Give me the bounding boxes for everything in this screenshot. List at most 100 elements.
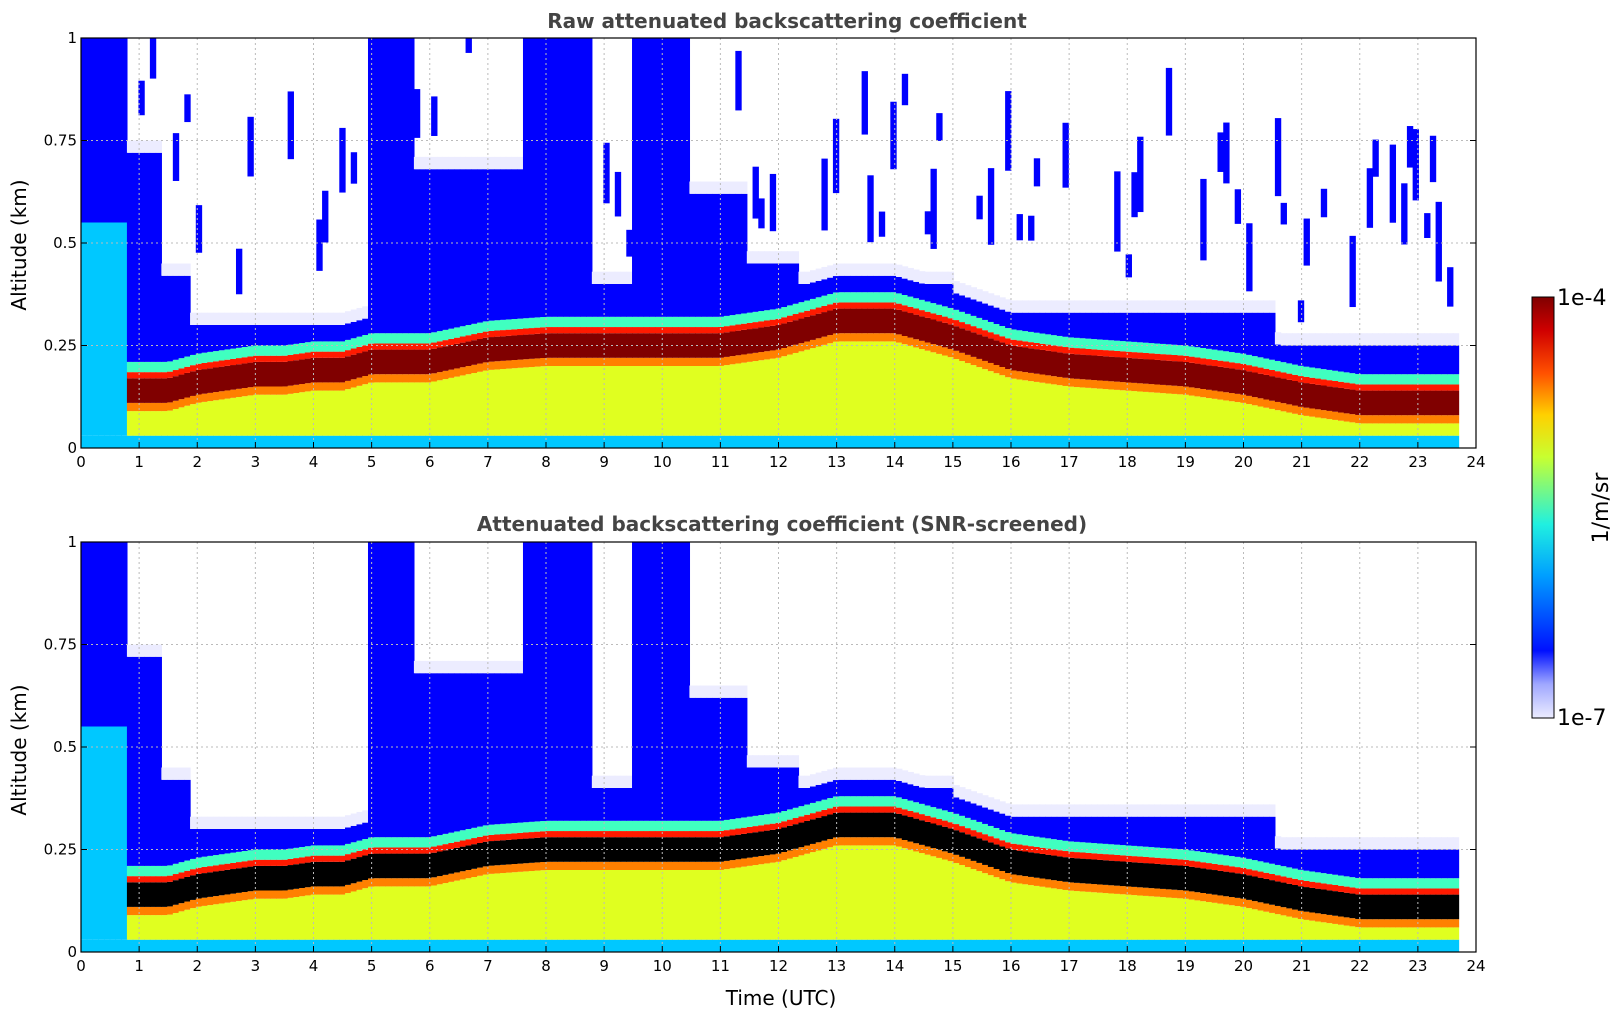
heatmap-cell xyxy=(941,859,949,940)
heatmap-cell xyxy=(310,341,317,352)
heatmap-cell xyxy=(144,865,151,877)
heatmap-cell xyxy=(350,825,358,843)
heatmap-cell xyxy=(1452,894,1460,920)
heatmap-cell xyxy=(597,870,604,940)
heatmap-cell xyxy=(362,306,369,319)
heatmap-cell xyxy=(654,870,662,940)
heatmap-cell xyxy=(1315,921,1322,940)
heatmap-cell xyxy=(557,837,564,862)
heatmap-cell xyxy=(1412,374,1419,385)
heatmap-cell xyxy=(1062,347,1069,354)
heatmap-cell xyxy=(482,156,490,170)
heatmap-cell xyxy=(1228,866,1236,873)
heatmap-cell xyxy=(402,853,409,879)
heatmap-cell xyxy=(413,349,421,375)
heatmap-cell xyxy=(299,857,306,864)
heatmap-cell xyxy=(1395,894,1402,920)
heatmap-cell xyxy=(930,807,937,818)
heatmap-cell xyxy=(207,351,214,363)
heatmap-cell xyxy=(809,852,817,940)
heatmap-cell xyxy=(1085,852,1092,860)
heatmap-cell xyxy=(1251,356,1259,367)
heatmap-cell xyxy=(976,805,983,822)
heatmap-cell xyxy=(1177,939,1184,952)
heatmap-cell xyxy=(987,293,995,306)
heatmap-cell xyxy=(1251,876,1259,902)
heatmap-cell xyxy=(1435,878,1442,889)
heatmap-cell xyxy=(1188,435,1196,448)
heatmap-cell xyxy=(1005,842,1012,849)
heatmap-cell xyxy=(1418,849,1425,879)
heatmap-cell xyxy=(695,820,702,832)
heatmap-cell xyxy=(505,329,513,336)
heatmap-cell xyxy=(1366,888,1374,895)
heatmap-cell xyxy=(448,832,455,843)
heatmap-cell xyxy=(666,820,673,832)
heatmap-cell xyxy=(402,349,409,375)
heatmap-cell xyxy=(1033,836,1041,847)
heatmap-cell xyxy=(993,323,1000,335)
heatmap-cell xyxy=(459,367,467,376)
heatmap-cell xyxy=(1355,888,1362,895)
heatmap-cell xyxy=(425,343,432,350)
heatmap-cell xyxy=(936,775,943,788)
heatmap-cell xyxy=(356,385,363,436)
heatmap-cell xyxy=(419,673,426,838)
heatmap-cell xyxy=(1257,910,1265,940)
heatmap-cell xyxy=(855,275,863,293)
heatmap-cell xyxy=(1091,435,1098,448)
heatmap-cell xyxy=(729,356,736,365)
heatmap-cell xyxy=(1039,816,1046,838)
heatmap-cell xyxy=(609,284,616,317)
heatmap-cell xyxy=(1447,374,1454,385)
x-tick-label: 23 xyxy=(1408,453,1427,471)
heatmap-cell xyxy=(626,271,633,284)
heatmap-cell xyxy=(144,939,151,952)
heatmap-cell xyxy=(873,812,880,838)
heatmap-cell xyxy=(144,140,151,153)
heatmap-cell xyxy=(1096,853,1104,860)
heatmap-cell xyxy=(861,796,868,807)
heatmap-cell xyxy=(172,904,180,913)
heatmap-cell xyxy=(316,357,323,383)
heatmap-cell xyxy=(425,847,432,854)
heatmap-cell xyxy=(591,316,599,328)
heatmap-cell xyxy=(81,939,88,952)
heatmap-cell xyxy=(1418,390,1425,416)
heatmap-cell xyxy=(264,345,272,356)
heatmap-cell xyxy=(609,788,616,821)
heatmap-cell xyxy=(500,673,507,824)
heatmap-cell xyxy=(855,333,863,342)
heatmap-cell xyxy=(609,775,616,788)
heatmap-cell xyxy=(626,333,633,358)
x-tick-label: 3 xyxy=(251,453,261,471)
x-tick-label: 2 xyxy=(192,453,202,471)
heatmap-cell xyxy=(1079,852,1087,859)
heatmap-cell xyxy=(1073,882,1081,892)
heatmap-cell xyxy=(821,266,828,280)
heatmap-cell xyxy=(488,841,495,866)
heatmap-cell xyxy=(844,333,851,342)
heatmap-cell xyxy=(809,309,817,316)
heatmap-cell xyxy=(1079,338,1087,349)
heatmap-cell xyxy=(735,193,742,315)
heatmap-cell xyxy=(1326,333,1333,346)
heatmap-cell xyxy=(448,338,455,346)
heatmap-cell xyxy=(155,906,162,916)
heatmap-cell xyxy=(901,782,909,799)
heatmap-cell xyxy=(1234,312,1242,353)
heatmap-cell xyxy=(1452,384,1460,391)
heatmap-cell xyxy=(522,871,530,940)
heatmap-cell xyxy=(161,876,168,883)
heatmap-cell xyxy=(1096,939,1104,952)
heatmap-cell xyxy=(373,38,381,334)
heatmap-cell xyxy=(235,248,243,295)
heatmap-cell xyxy=(1338,939,1345,952)
heatmap-cell xyxy=(379,853,386,879)
heatmap-cell xyxy=(1447,267,1454,307)
heatmap-cell xyxy=(1005,311,1012,329)
heatmap-cell xyxy=(316,390,323,436)
heatmap-cell xyxy=(1223,804,1230,817)
heatmap-cell xyxy=(878,435,886,448)
heatmap-cell xyxy=(322,357,329,383)
